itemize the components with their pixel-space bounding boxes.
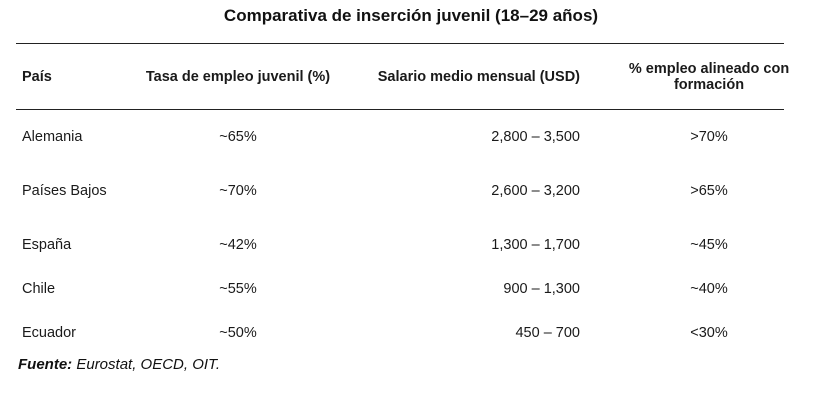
table-row: Países Bajos ~70% 2,600 – 3,200 >65% — [16, 159, 822, 223]
header-aligned-employment: % empleo alineado con formación — [628, 60, 790, 93]
table-row: España ~42% 1,300 – 1,700 ~45% — [16, 223, 822, 267]
cell-country: España — [22, 237, 72, 253]
source-label: Fuente: — [18, 356, 73, 373]
cell-employment-rate: ~42% — [219, 237, 257, 253]
cell-aligned: >65% — [690, 182, 728, 199]
cell-aligned: ~45% — [690, 237, 728, 253]
table-header-rule — [16, 109, 784, 110]
table-row: Chile ~55% 900 – 1,300 ~40% — [16, 267, 822, 311]
header-salary: Salario medio mensual (USD) — [377, 68, 580, 85]
table-header-row: País Tasa de empleo juvenil (%) Salario … — [16, 44, 822, 109]
cell-employment-rate: ~70% — [219, 182, 257, 199]
cell-aligned: <30% — [690, 325, 728, 341]
cell-aligned: ~40% — [690, 281, 728, 297]
table-title: Comparativa de inserción juvenil (18–29 … — [223, 6, 599, 25]
header-country: País — [22, 68, 52, 85]
cell-employment-rate: ~55% — [219, 281, 257, 297]
cell-salary: 450 – 700 — [515, 325, 580, 341]
table-row: Alemania ~65% 2,800 – 3,500 >70% — [16, 109, 822, 159]
cell-country: Alemania — [22, 129, 83, 145]
cell-employment-rate: ~50% — [219, 325, 257, 341]
source-text: Eurostat, OECD, OIT. — [76, 356, 221, 373]
cell-salary: 1,300 – 1,700 — [491, 237, 580, 253]
cell-salary: 2,800 – 3,500 — [491, 129, 580, 145]
cell-aligned: >70% — [690, 129, 728, 145]
cell-employment-rate: ~65% — [219, 129, 257, 145]
cell-country: Ecuador — [22, 325, 77, 341]
table-top-rule — [16, 43, 784, 44]
cell-country: Chile — [22, 281, 56, 297]
cell-salary: 2,600 – 3,200 — [491, 182, 580, 199]
table-row: Ecuador ~50% 450 – 700 <30% — [16, 311, 822, 355]
source-note: Fuente: Eurostat, OECD, OIT. — [18, 356, 220, 373]
cell-country: Países Bajos — [22, 182, 107, 199]
cell-salary: 900 – 1,300 — [503, 281, 580, 297]
comparison-table: País Tasa de empleo juvenil (%) Salario … — [16, 44, 822, 355]
header-employment-rate: Tasa de empleo juvenil (%) — [145, 68, 331, 85]
